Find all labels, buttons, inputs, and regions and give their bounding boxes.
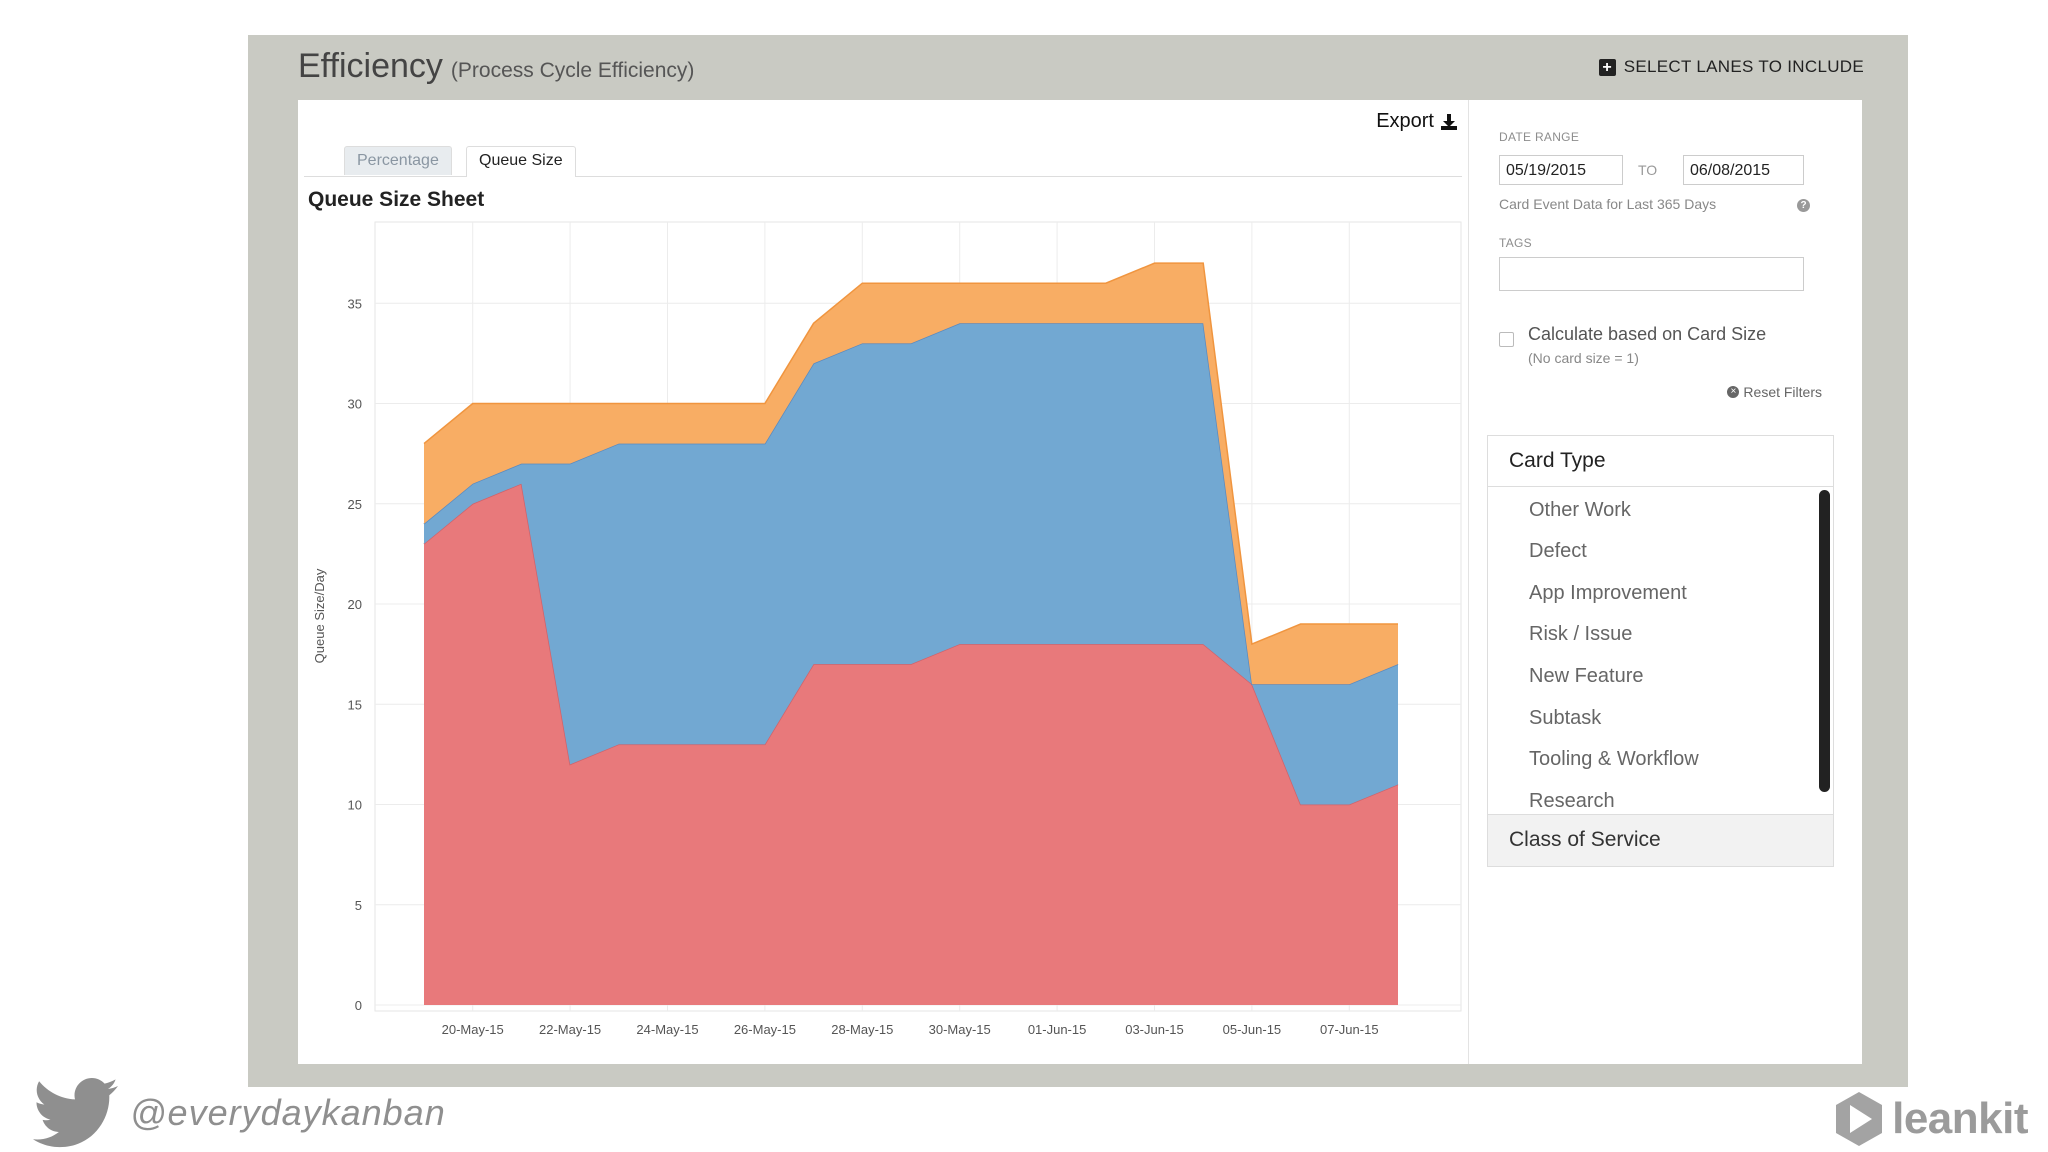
handle-text: @everydaykanban (130, 1092, 446, 1133)
date-range-label: DATE RANGE (1499, 130, 1580, 144)
card-size-sublabel: (No card size = 1) (1528, 350, 1639, 366)
queue-size-chart: 0 5 10 15 20 25 30 35 20-May-15 22-May-15 24-May-1… (312, 221, 1462, 1037)
x-tick-label: 20-May-15 (442, 1022, 504, 1037)
export-button[interactable]: Export (1376, 110, 1458, 133)
series-area-2 (424, 323, 1398, 805)
card-type-panel: Card Type Other Work Defect App Improvem… (1487, 435, 1834, 867)
leankit-logo-icon (1836, 1092, 1883, 1146)
card-type-item[interactable]: App Improvement (1529, 582, 1687, 604)
close-circle-icon: × (1727, 386, 1740, 398)
tags-label: TAGS (1499, 236, 1532, 250)
page-subtitle: (Process Cycle Efficiency) (450, 59, 695, 82)
tab-queue-size[interactable]: Queue Size (466, 146, 576, 177)
report-card: Export Percentage Queue Size Queue Size … (298, 100, 1862, 1064)
y-tick-label: 25 (348, 497, 362, 512)
help-icon[interactable]: ? (1797, 199, 1810, 212)
series-area-1 (424, 483, 1398, 1005)
x-tick-label: 03-Jun-15 (1125, 1022, 1184, 1037)
card-type-item[interactable]: Defect (1529, 540, 1587, 562)
leankit-logo: leankit (1834, 1090, 2028, 1148)
series-line-3 (423, 262, 1398, 646)
x-tick-label: 07-Jun-15 (1320, 1022, 1379, 1037)
card-size-label: Calculate based on Card Size (1528, 324, 1767, 344)
to-label: TO (1638, 162, 1658, 178)
y-axis-label: Queue Size/Day (312, 568, 327, 663)
tab-percentage[interactable]: Percentage (344, 146, 452, 175)
chart-pane: Export Percentage Queue Size Queue Size … (298, 100, 1469, 1064)
leankit-logo-text: leankit (1892, 1094, 2028, 1143)
app-frame: Efficiency (Process Cycle Efficiency) + S… (248, 35, 1908, 1087)
y-tick-label: 35 (348, 296, 362, 311)
class-of-service-header[interactable]: Class of Service (1488, 814, 1833, 866)
twitter-handle: @everydaykanban (32, 1078, 446, 1148)
card-type-item[interactable]: Tooling & Workflow (1529, 748, 1699, 770)
card-type-item[interactable]: Risk / Issue (1529, 623, 1633, 645)
card-size-checkbox[interactable] (1499, 332, 1514, 347)
export-label: Export (1376, 110, 1434, 132)
x-tick-label: 24-May-15 (636, 1022, 698, 1037)
download-icon (1441, 113, 1457, 130)
card-type-list[interactable]: Other Work Defect App Improvement Risk /… (1488, 487, 1833, 814)
plus-square-icon: + (1598, 58, 1616, 76)
x-tick-label: 26-May-15 (734, 1022, 796, 1037)
x-tick-label: 28-May-15 (831, 1022, 893, 1037)
card-type-item[interactable]: Subtask (1529, 707, 1602, 729)
card-type-item[interactable]: New Feature (1529, 665, 1644, 687)
filter-pane: DATE RANGE 05/19/2015 TO 06/08/2015 Card… (1469, 100, 1862, 1064)
date-hint: Card Event Data for Last 365 Days (1499, 196, 1717, 212)
tags-input[interactable] (1499, 257, 1804, 291)
page-title-text: Efficiency (298, 47, 443, 85)
card-type-item[interactable]: Other Work (1529, 499, 1631, 521)
page-title: Efficiency (Process Cycle Efficiency) (298, 47, 694, 86)
y-tick-label: 0 (355, 998, 362, 1013)
date-from-input[interactable]: 05/19/2015 (1499, 155, 1623, 185)
card-type-item[interactable]: Research (1529, 790, 1615, 812)
series-area-3 (424, 263, 1398, 685)
date-to-input[interactable]: 06/08/2015 (1683, 155, 1804, 185)
card-type-scrollbar[interactable] (1819, 490, 1830, 792)
y-tick-label: 30 (348, 397, 362, 412)
twitter-bird-icon (32, 1078, 118, 1148)
y-tick-label: 5 (355, 898, 362, 913)
select-lanes-button[interactable]: + SELECT LANES TO INCLUDE (1598, 57, 1864, 77)
select-lanes-label: SELECT LANES TO INCLUDE (1623, 57, 1864, 76)
x-tick-label: 22-May-15 (539, 1022, 601, 1037)
x-tick-label: 05-Jun-15 (1223, 1022, 1282, 1037)
x-tick-label: 30-May-15 (929, 1022, 991, 1037)
reset-filters-button[interactable]: × Reset Filters (1727, 384, 1822, 400)
tab-bar: Percentage Queue Size (304, 146, 1462, 177)
y-tick-label: 10 (348, 798, 362, 813)
y-tick-label: 20 (348, 597, 362, 612)
card-type-header[interactable]: Card Type (1488, 436, 1833, 487)
y-tick-label: 15 (348, 697, 362, 712)
sheet-title: Queue Size Sheet (308, 188, 485, 211)
x-tick-label: 01-Jun-15 (1028, 1022, 1087, 1037)
reset-filters-label: Reset Filters (1743, 384, 1822, 400)
